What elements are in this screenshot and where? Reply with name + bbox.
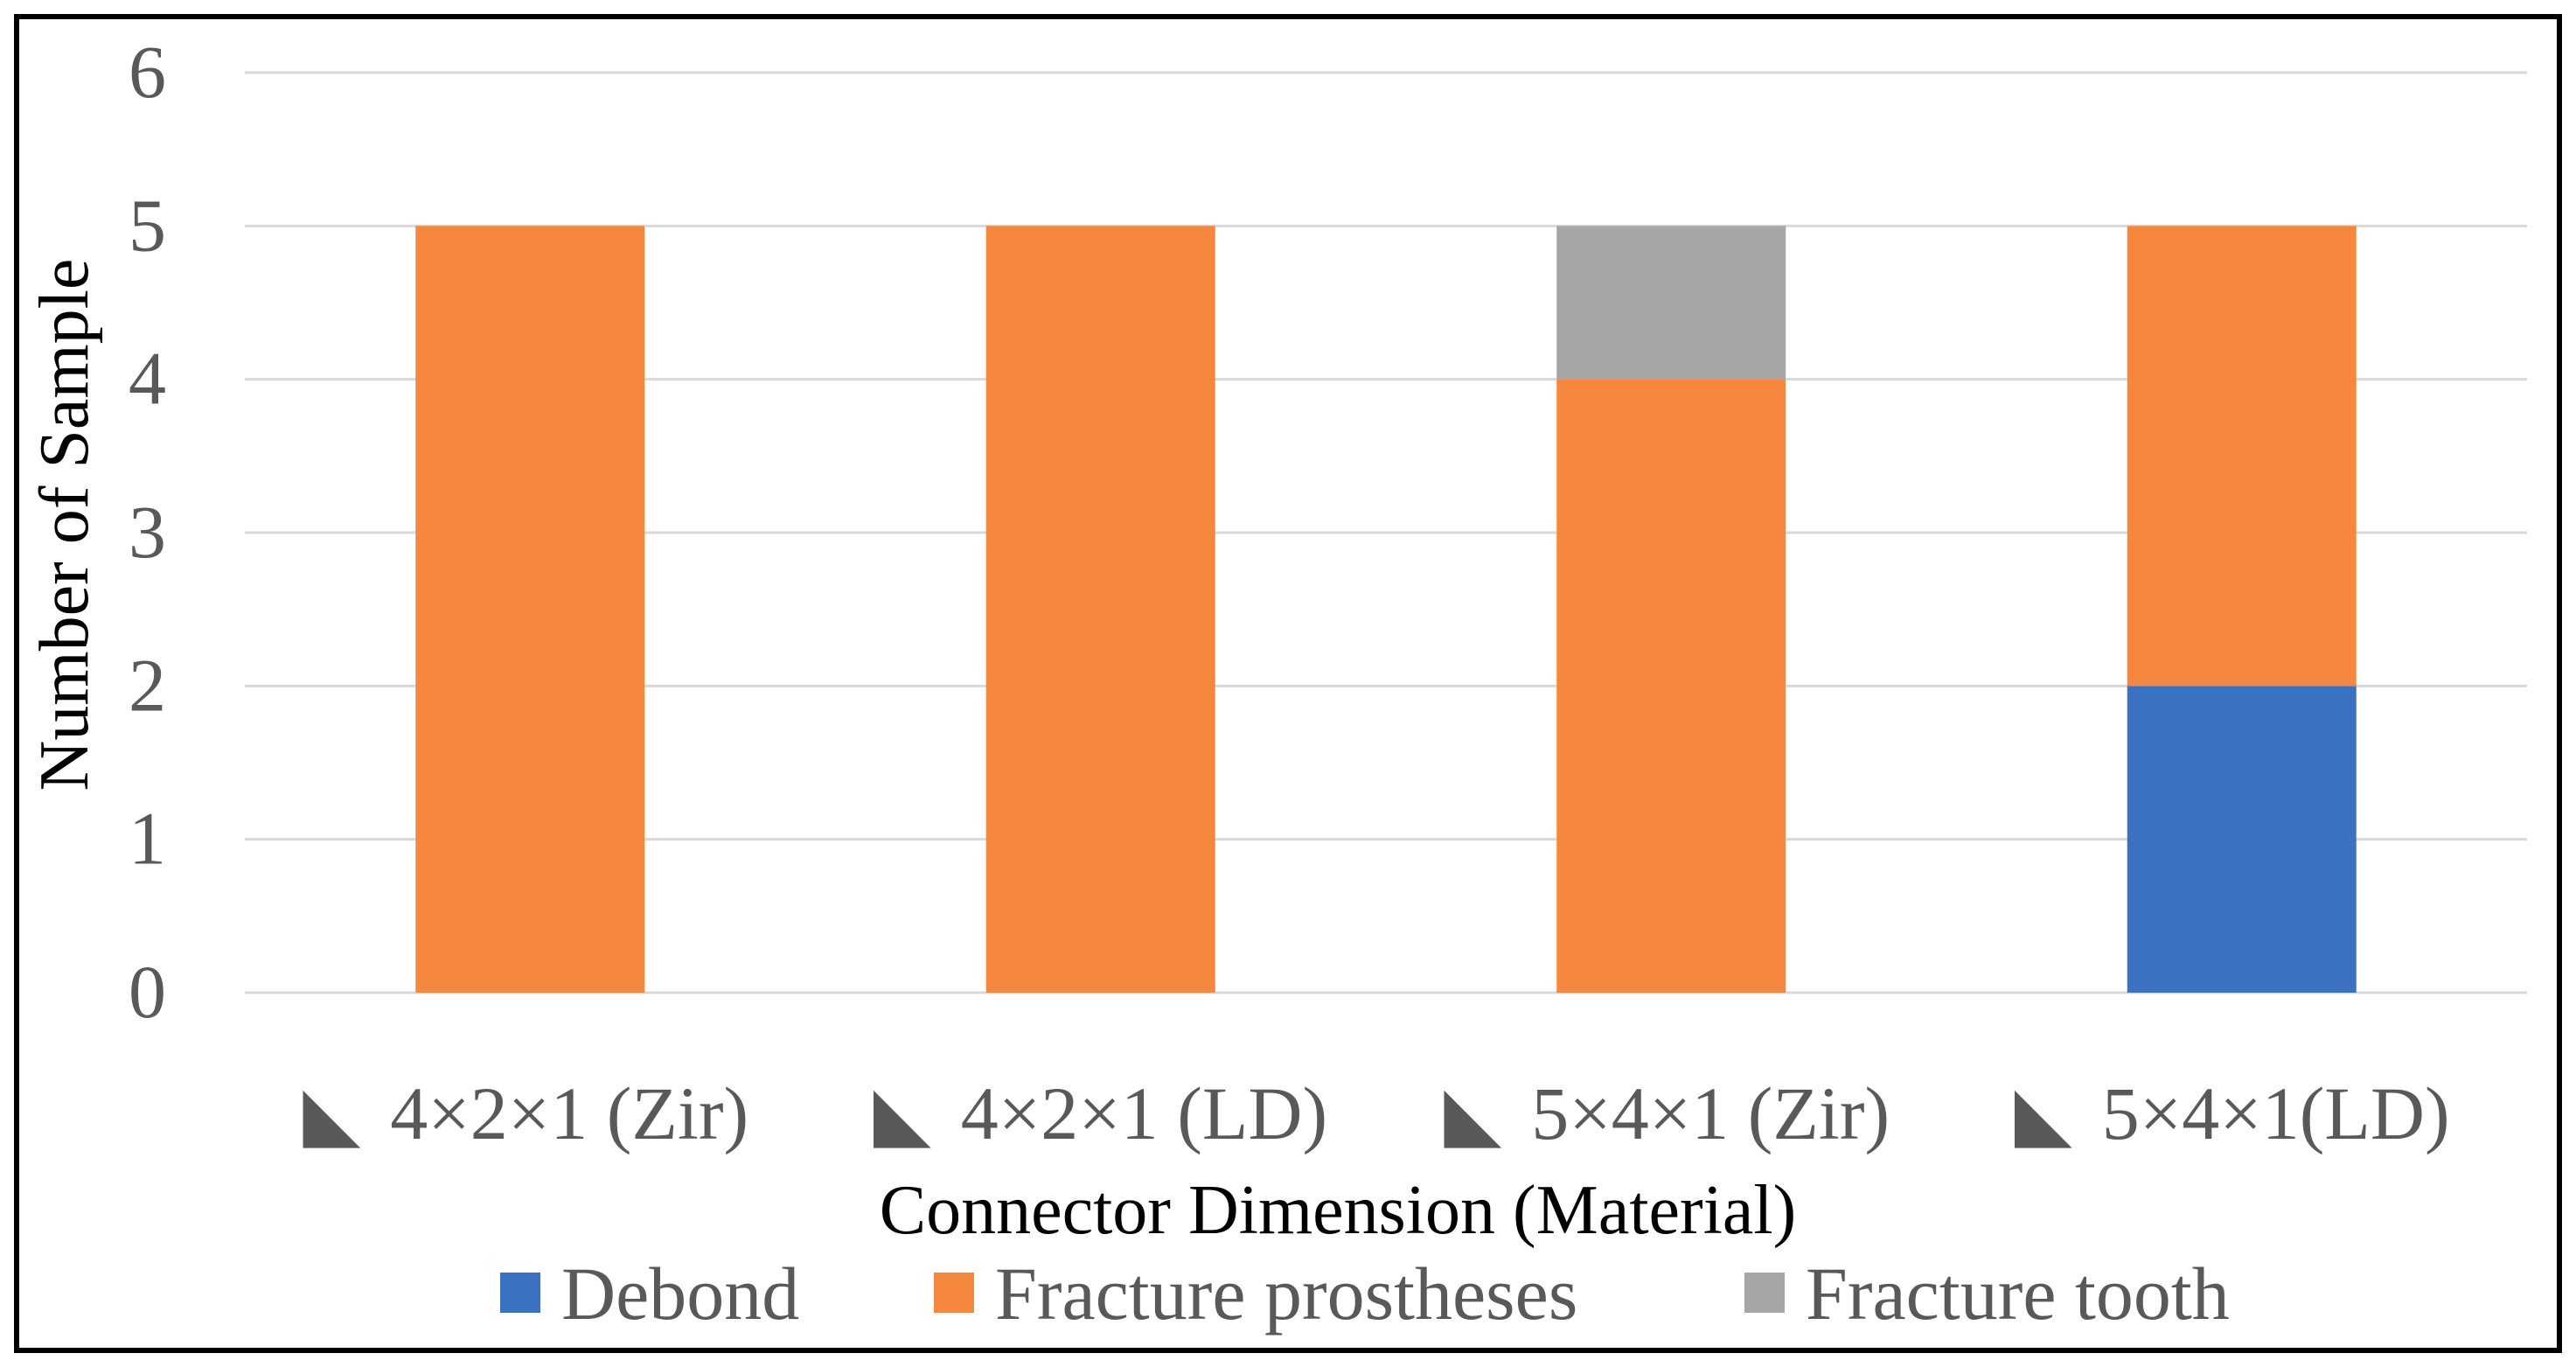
y-tick-label: 1 <box>129 797 166 881</box>
y-axis-title: Number of Sample <box>26 259 103 792</box>
category-text: 4×2×1 (Zir) <box>390 1071 748 1155</box>
x-category-label: ◣ 5×4×1(LD) <box>2015 1071 2450 1155</box>
category-marker-icon: ◣ <box>2015 1071 2072 1155</box>
category-text: 5×4×1 (Zir) <box>1531 1071 1890 1155</box>
bar-segment <box>2127 686 2357 993</box>
x-category-label: ◣ 4×2×1 (LD) <box>874 1071 1327 1155</box>
legend-item: Debond <box>500 1252 799 1336</box>
legend-label: Debond <box>561 1252 799 1336</box>
legend-swatch <box>500 1273 540 1313</box>
bar-segment <box>985 226 1215 993</box>
category-text: 5×4×1(LD) <box>2102 1071 2450 1155</box>
legend-swatch <box>1744 1273 1785 1313</box>
legend-label: Fracture tooth <box>1806 1252 2230 1336</box>
legend-label: Fracture prostheses <box>995 1252 1577 1336</box>
bars <box>415 226 2357 994</box>
legend-swatch <box>934 1273 974 1313</box>
y-tick-label: 4 <box>129 337 166 421</box>
bar-segment <box>1556 226 1786 380</box>
legend: Debond Fracture prostheses Fracture tooth <box>500 1252 2230 1336</box>
x-axis-categories: ◣ 4×2×1 (Zir) ◣ 4×2×1 (LD) ◣ 5×4×1 (Zir) ◣ 5×4×… <box>303 1071 2449 1155</box>
category-marker-icon: ◣ <box>303 1071 360 1155</box>
category-marker-icon: ◣ <box>1444 1071 1501 1155</box>
legend-item: Fracture prostheses <box>934 1252 1577 1336</box>
y-axis-ticks: 0 1 2 3 4 5 6 <box>129 30 166 1034</box>
category-text: 4×2×1 (LD) <box>961 1071 1327 1155</box>
bar-segment <box>1556 379 1786 994</box>
y-tick-label: 2 <box>129 643 166 727</box>
category-marker-icon: ◣ <box>874 1071 931 1155</box>
y-tick-label: 0 <box>129 950 166 1034</box>
x-category-label: ◣ 4×2×1 (Zir) <box>303 1071 748 1155</box>
y-tick-label: 5 <box>129 183 166 267</box>
y-tick-label: 3 <box>129 490 166 574</box>
x-axis-title: Connector Dimension (Material) <box>880 1172 1797 1249</box>
x-category-label: ◣ 5×4×1 (Zir) <box>1444 1071 1890 1155</box>
legend-item: Fracture tooth <box>1744 1252 2230 1336</box>
bar-segment <box>415 226 645 993</box>
y-tick-label: 6 <box>129 30 166 114</box>
bar-segment <box>2127 226 2357 687</box>
